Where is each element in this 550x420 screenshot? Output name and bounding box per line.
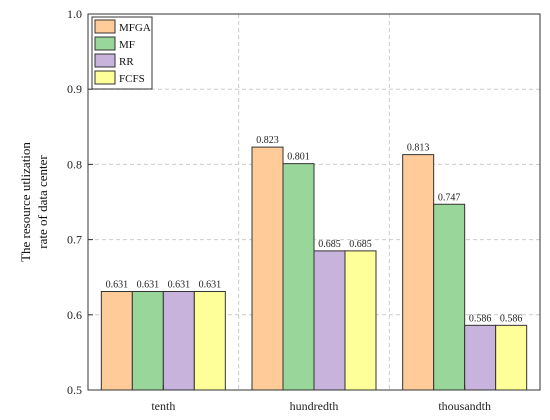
y-tick-label: 0.8 [67,157,82,171]
legend-swatch-mf [94,36,116,51]
data-label-rr-thousandth: 0.586 [469,313,492,324]
legend-swatch-mfga [94,19,116,34]
data-label-fcfs-hundredth: 0.685 [349,239,372,250]
y-tick-label: 0.9 [67,82,82,96]
data-label-fcfs-thousandth: 0.586 [500,313,523,324]
data-label-fcfs-tenth: 0.631 [199,279,222,290]
x-tick-label-thousandth: thousandth [438,399,491,413]
bar-mf-tenth [131,290,164,391]
legend-label-mf: MF [119,39,135,51]
y-axis-title-line-1: The resource utlization [18,142,33,262]
data-label-mfga-tenth: 0.631 [106,279,129,290]
legend: MFGA MF RR FCFS [91,16,153,90]
bar-mfga-thousandth [402,154,435,391]
legend-swatch-rr [94,53,116,68]
bar-mf-hundredth [282,163,315,391]
data-label-mf-hundredth: 0.801 [287,152,310,163]
data-label-rr-tenth: 0.631 [168,279,191,290]
axis-ticks: 0.5 0.6 0.7 0.8 0.9 1.0 tenth hundredth thousand… [67,7,491,413]
legend-label-rr: RR [119,56,134,68]
bar-rr-thousandth [464,324,497,391]
bar-fcfs-hundredth [344,250,377,391]
y-tick-label: 0.5 [67,383,82,397]
y-tick-label: 0.7 [67,233,82,247]
legend-label-fcfs: FCFS [119,73,145,85]
bar-rr-tenth [162,290,195,391]
x-tick-label-hundredth: hundredth [290,399,339,413]
data-labels: 0.631 0.631 0.631 0.631 0.823 0.801 0.685 0.685… [106,135,523,324]
y-axis-title-line-2: rate of data center [35,155,50,249]
bar-rr-hundredth [313,250,346,391]
y-tick-label: 0.6 [67,308,82,322]
bar-mfga-hundredth [251,146,284,391]
data-label-mfga-thousandth: 0.813 [407,143,430,154]
x-tick-label-tenth: tenth [151,399,175,413]
bars [100,146,528,391]
legend-label-mfga: MFGA [119,22,151,34]
bar-mf-thousandth [433,203,466,391]
bar-fcfs-thousandth [495,324,528,391]
data-label-rr-hundredth: 0.685 [318,239,341,250]
legend-swatch-fcfs [94,70,116,85]
y-tick-label: 1.0 [67,7,82,21]
data-label-mfga-hundredth: 0.823 [256,135,279,146]
bar-fcfs-tenth [193,290,226,391]
data-label-mf-tenth: 0.631 [137,279,160,290]
bar-mfga-tenth [100,290,133,391]
data-label-mf-thousandth: 0.747 [438,192,461,203]
